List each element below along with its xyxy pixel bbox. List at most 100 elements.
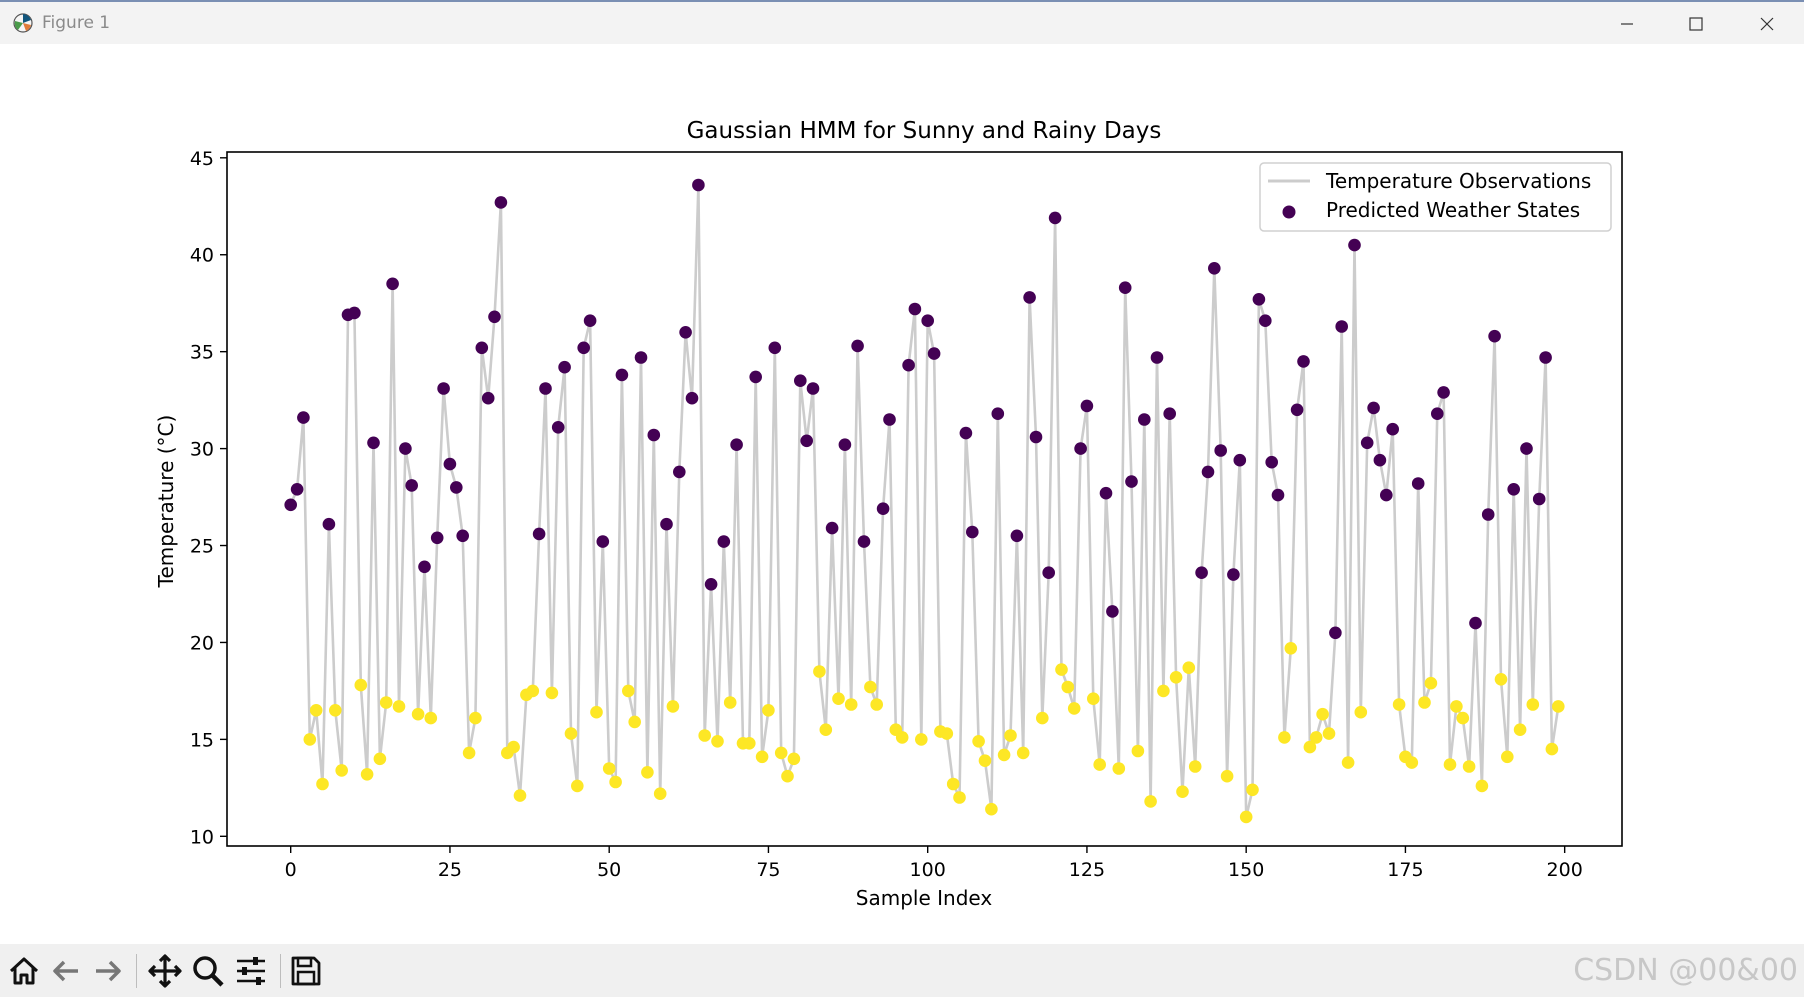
minimize-button[interactable] [1604, 8, 1650, 40]
y-tick-label: 25 [190, 536, 214, 558]
data-point-state-0 [1386, 422, 1399, 436]
data-point-state-1 [723, 696, 737, 709]
data-point-state-0 [660, 517, 673, 531]
data-point-state-0 [921, 314, 934, 328]
close-button[interactable] [1744, 8, 1790, 40]
data-point-state-0 [1360, 436, 1374, 450]
data-point-state-1 [946, 777, 960, 791]
data-point-state-0 [851, 339, 864, 353]
back-button[interactable] [46, 951, 86, 991]
data-point-state-0 [1042, 566, 1055, 579]
zoom-button[interactable] [188, 951, 228, 991]
data-point-state-0 [857, 535, 871, 548]
data-point-state-1 [609, 775, 622, 789]
data-point-state-1 [1462, 760, 1476, 773]
data-point-state-1 [1061, 680, 1075, 694]
data-point-state-0 [539, 382, 552, 395]
data-point-state-1 [526, 684, 540, 698]
data-point-state-0 [290, 483, 304, 496]
data-point-state-1 [1016, 746, 1030, 760]
data-point-state-1 [953, 791, 966, 804]
data-point-state-0 [1195, 566, 1208, 579]
data-point-state-0 [1271, 488, 1285, 502]
data-point-state-0 [927, 347, 941, 360]
data-point-state-1 [813, 665, 826, 678]
data-point-state-1 [1443, 758, 1457, 771]
data-point-state-1 [1112, 762, 1126, 775]
data-point-state-0 [673, 465, 686, 479]
data-point-state-0 [551, 421, 565, 434]
save-icon [291, 956, 321, 986]
configure-subplots-icon [237, 957, 265, 985]
legend: Temperature Observations Predicted Weath… [1259, 162, 1612, 232]
data-point-state-1 [864, 680, 877, 694]
data-point-state-1 [997, 748, 1011, 762]
data-point-state-0 [437, 382, 450, 395]
pan-button[interactable] [145, 951, 185, 991]
data-point-state-1 [571, 779, 584, 793]
figure-canvas[interactable]: 0 25 50 75 100 125 150 175 200 10 15 20 25 30 35 40 45 G… [0, 44, 1804, 944]
back-icon [53, 960, 78, 982]
data-point-state-0 [794, 374, 807, 388]
data-point-state-0 [883, 413, 896, 426]
data-point-state-0 [1507, 483, 1520, 496]
data-point-state-0 [386, 277, 399, 291]
window-titlebar: Figure 1 [0, 0, 1804, 44]
forward-button[interactable] [88, 951, 128, 991]
x-tick-label: 100 [910, 859, 946, 881]
data-point-state-0 [749, 370, 762, 384]
data-point-state-1 [895, 731, 909, 744]
data-point-state-1 [1545, 742, 1559, 756]
data-point-state-1 [832, 692, 845, 705]
data-point-state-1 [1392, 698, 1406, 711]
data-point-state-0 [450, 481, 463, 494]
data-point-state-1 [978, 754, 992, 767]
data-point-state-1 [1303, 740, 1317, 754]
data-point-state-0 [1265, 455, 1278, 469]
home-button[interactable] [4, 951, 44, 991]
data-point-state-0 [1099, 486, 1113, 500]
data-point-state-0 [1437, 386, 1450, 399]
data-point-state-1 [698, 729, 711, 742]
data-point-state-1 [1456, 711, 1470, 725]
chart-title: Gaussian HMM for Sunny and Rainy Days [687, 118, 1162, 144]
x-axis-label: Sample Index [856, 886, 993, 910]
data-point-state-0 [800, 434, 813, 448]
data-point-state-0 [634, 351, 648, 364]
x-tick-label: 175 [1387, 859, 1423, 881]
data-point-state-0 [405, 479, 419, 492]
data-point-state-1 [1424, 676, 1438, 690]
data-point-state-0 [348, 306, 361, 320]
data-point-state-1 [373, 752, 387, 766]
x-tick-label: 150 [1228, 859, 1264, 881]
data-point-state-1 [1176, 785, 1189, 798]
maximize-button[interactable] [1673, 8, 1719, 40]
maximize-icon [1689, 17, 1703, 31]
x-tick-label: 75 [756, 859, 780, 881]
data-point-state-1 [972, 735, 985, 748]
data-point-state-0 [1227, 568, 1240, 581]
y-tick-label: 40 [190, 245, 214, 267]
data-point-state-1 [1157, 684, 1170, 698]
data-point-state-1 [411, 707, 425, 721]
data-point-state-0 [768, 341, 782, 355]
data-point-state-0 [430, 531, 444, 545]
data-point-state-1 [1494, 673, 1508, 686]
data-point-state-0 [876, 502, 890, 515]
data-point-state-1 [590, 705, 603, 719]
save-button[interactable] [286, 951, 326, 991]
data-point-state-0 [679, 326, 692, 339]
data-point-state-1 [1450, 700, 1463, 713]
data-point-state-1 [653, 787, 667, 800]
data-point-state-0 [1488, 329, 1501, 343]
data-point-state-1 [1552, 700, 1565, 713]
configure-subplots-button[interactable] [231, 951, 271, 991]
data-point-state-0 [1373, 453, 1387, 467]
data-point-state-1 [774, 746, 788, 760]
data-point-state-1 [628, 715, 641, 729]
data-point-state-0 [577, 341, 590, 355]
data-point-state-0 [1539, 351, 1552, 364]
data-point-state-0 [1233, 453, 1247, 467]
data-point-state-0 [1080, 399, 1094, 413]
forward-icon [96, 960, 121, 982]
